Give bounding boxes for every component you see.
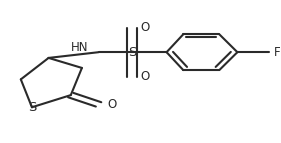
Text: HN: HN	[71, 41, 89, 54]
Text: O: O	[140, 70, 149, 83]
Text: O: O	[140, 21, 149, 34]
Text: S: S	[28, 101, 36, 114]
Text: O: O	[107, 98, 116, 111]
Text: F: F	[273, 46, 280, 59]
Text: S: S	[128, 46, 136, 59]
